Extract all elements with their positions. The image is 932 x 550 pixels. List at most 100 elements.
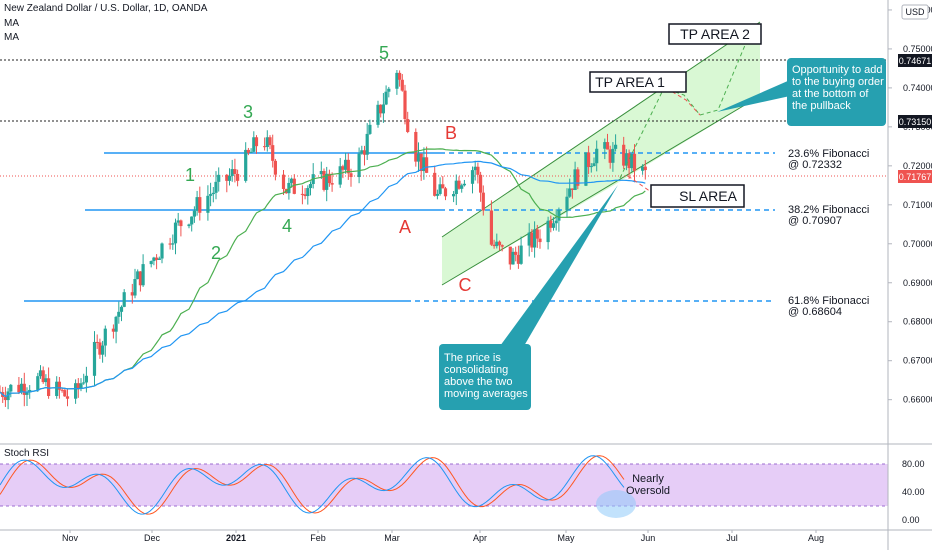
candle [403,84,407,125]
candle [425,146,429,174]
wave-label-2: 2 [211,243,221,263]
tp-area-2-label: TP AREA 2 [680,26,750,42]
candle [227,168,232,186]
candle [265,130,269,152]
rsi-tick-label: 0.00 [902,515,920,525]
candle [511,248,515,265]
wave-label-5: 5 [379,43,389,63]
candle [395,70,399,95]
candle [398,70,402,87]
candle [179,219,183,237]
rsi-annotation-line2: Oversold [626,485,670,497]
candle [155,254,159,270]
candle [360,145,364,155]
candle [587,145,591,175]
candle [76,378,80,398]
candle [101,340,105,363]
candle [47,367,51,399]
candle [535,224,539,248]
projection-path-1 [619,87,701,179]
candle [38,365,43,379]
rsi-tick-label: 80.00 [902,459,925,469]
candle [130,283,134,304]
candle [368,119,372,135]
rsi-k-line [0,455,625,515]
rsi-title[interactable]: Stoch RSI [4,448,50,459]
rsi-band [0,464,888,506]
candle [630,153,634,172]
candle [489,200,493,246]
currency-badge[interactable]: USD [901,4,929,20]
candle [271,134,275,168]
fib-382-value: @ 0.70907 [788,215,842,227]
tp-area-2-box: TP AREA 2 [668,23,762,45]
candle [141,254,145,287]
candle [551,217,556,231]
candle [514,246,518,262]
candle [476,162,480,184]
candle [111,324,115,339]
indicator-ma-1[interactable]: MA [4,18,19,29]
price-badge-current: 0.71767 [898,170,932,183]
candle [9,383,13,398]
chart-title: New Zealand Dollar / U.S. Dollar, 1D, OA… [4,3,208,14]
time-tick-label: May [557,533,575,543]
indicator-ma-2[interactable]: MA [4,32,19,43]
candle [414,128,418,167]
candle [133,268,137,299]
tp-area-1-label: TP AREA 1 [595,74,665,90]
candle [327,169,331,187]
candle [103,325,107,357]
candle [603,138,607,160]
candle [441,176,445,189]
candle [114,315,118,344]
candle [308,181,313,196]
candle [190,216,194,232]
sl-area-label: SL AREA [679,188,738,204]
rsi-axis[interactable]: 80.00 40.00 0.00 [902,459,925,525]
price-badge-074671-text: 0.74671 [899,56,932,66]
time-tick-label: Apr [473,533,487,543]
candle [344,152,348,174]
candle [433,165,437,197]
candle [233,158,237,183]
time-tick-label: Nov [62,533,79,543]
time-axis[interactable]: Nov Dec 2021 Feb Mar Apr May Jun Jul Aug [0,529,932,543]
rsi-tick-label: 40.00 [902,487,925,497]
candle [63,389,67,397]
price-badge-07315-text: 0.73150 [899,117,932,127]
candle [479,171,483,202]
candle [98,338,102,359]
candle [249,148,253,154]
candle [160,242,164,264]
candle [330,172,334,192]
candle [341,164,345,179]
candle [292,174,296,195]
fib-382-label: 38.2% Fibonacci [788,204,869,216]
callout-buy-opportunity-text: Opportunity to add to the buying order a… [792,64,884,112]
time-tick-label: Jun [641,533,656,543]
candle [225,173,229,193]
candle [22,372,26,407]
candle [65,388,70,407]
candle [641,164,645,175]
candle [195,190,199,216]
candle [217,167,221,192]
candle [25,387,29,407]
sl-area-box: SL AREA [650,184,745,208]
candle [462,179,466,187]
wave-label-1: 1 [185,165,195,185]
candle [384,85,388,106]
fib-236-value: @ 0.72332 [788,159,842,171]
candle [322,168,326,192]
callout-consolidating-text: The price is consolidating above the two… [444,352,528,400]
price-axis[interactable]: 0.760000.750000.740000.730000.720000.710… [888,5,932,405]
candle [530,229,534,253]
wave-label-3: 3 [243,102,253,122]
candle [500,244,504,252]
candle [117,301,121,324]
time-tick-label: 2021 [226,533,246,543]
